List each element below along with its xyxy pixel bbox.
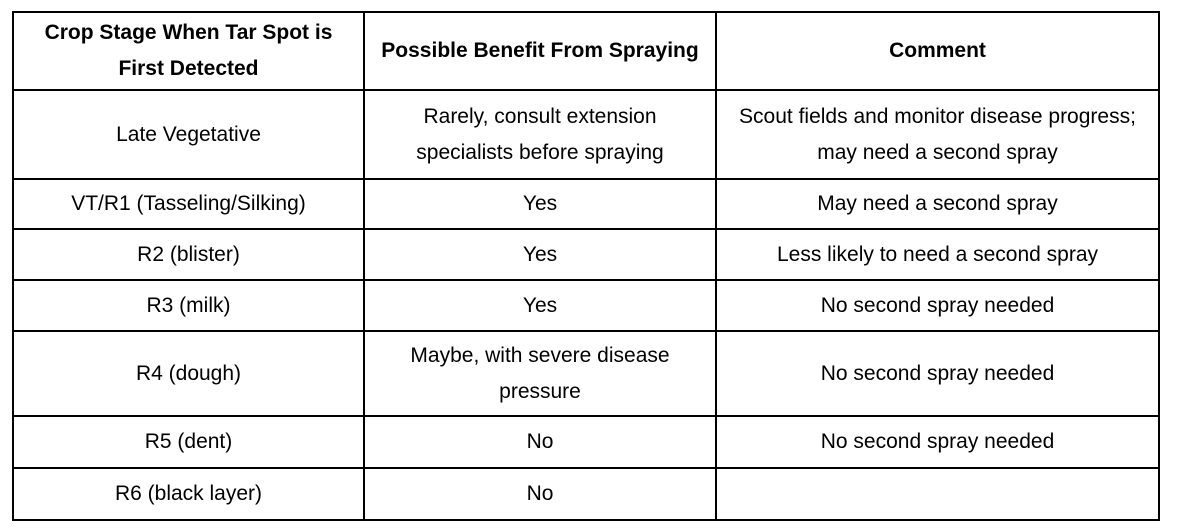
empty-cell: [715, 467, 1160, 521]
table-cell: Rarely, consult extension specialists be…: [363, 89, 717, 180]
table-cell: R4 (dough): [12, 330, 365, 417]
table-cell: Maybe, with severe disease pressure: [363, 330, 717, 417]
table-row: R5 (dent) No No second spray needed: [12, 415, 1160, 469]
table-row: Late Vegetative Rarely, consult extension…: [12, 89, 1160, 180]
table-cell: Yes: [363, 228, 717, 281]
table-cell: Less likely to need a second spray: [715, 228, 1160, 281]
table-body: Late Vegetative Rarely, consult extension…: [12, 89, 1160, 521]
table-row: R2 (blister) Yes Less likely to need a sec…: [12, 228, 1160, 281]
table-row: VT/R1 (Tasseling/Silking) Yes May need a s…: [12, 178, 1160, 230]
table-cell: VT/R1 (Tasseling/Silking): [12, 178, 365, 230]
table-cell: R3 (milk): [12, 279, 365, 332]
table-row: R6 (black layer) No: [12, 467, 1160, 521]
table-cell: R2 (blister): [12, 228, 365, 281]
table-cell: No: [363, 467, 717, 521]
table-cell: No second spray needed: [715, 330, 1160, 417]
header-row: Crop Stage When Tar Spot is First Detect…: [12, 11, 1160, 91]
table-cell: Yes: [363, 279, 717, 332]
table-cell: No second spray needed: [715, 279, 1160, 332]
table-cell: Scout fields and monitor disease progres…: [715, 89, 1160, 180]
table: Crop Stage When Tar Spot is First Detect…: [12, 11, 1160, 521]
table-row: R4 (dough) Maybe, with severe disease pre…: [12, 330, 1160, 417]
header-cell: Possible Benefit From Spraying: [363, 11, 717, 91]
table-cell: Late Vegetative: [12, 89, 365, 180]
table-cell: R6 (black layer): [12, 467, 365, 521]
table-cell: Yes: [363, 178, 717, 230]
table-cell: R5 (dent): [12, 415, 365, 469]
header-cell: Crop Stage When Tar Spot is First Detect…: [12, 11, 365, 91]
table-cell: No: [363, 415, 717, 469]
table-row: R3 (milk) Yes No second spray needed: [12, 279, 1160, 332]
table-cell: May need a second spray: [715, 178, 1160, 230]
header-cell: Comment: [715, 11, 1160, 91]
table-cell: No second spray needed: [715, 415, 1160, 469]
